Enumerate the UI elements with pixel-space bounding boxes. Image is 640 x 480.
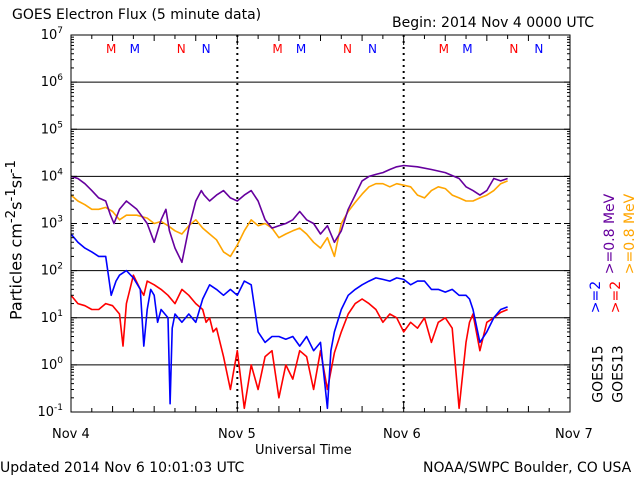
begin-time: Begin: 2014 Nov 4 0000 UTC bbox=[392, 15, 595, 31]
series-goes15-0-8-mev bbox=[70, 164, 508, 264]
y-tick-label: 10-1 bbox=[37, 403, 63, 420]
y-axis-label: Particles cm-2s-1sr-1 bbox=[4, 159, 26, 321]
marker-m: M bbox=[439, 42, 449, 56]
y-tick-label: 100 bbox=[41, 356, 64, 373]
legend-goes15: GOES15 bbox=[590, 345, 607, 403]
y-tick-label: 103 bbox=[41, 215, 63, 232]
y-tick-exponent: 3 bbox=[57, 215, 63, 225]
y-tick-exponent: 6 bbox=[57, 73, 63, 83]
marker-m: M bbox=[462, 42, 472, 56]
y-tick-exponent: 5 bbox=[57, 120, 63, 130]
marker-m: M bbox=[130, 42, 140, 56]
x-tick-nov7: Nov 7 bbox=[555, 427, 593, 442]
marker-m: M bbox=[272, 42, 282, 56]
y-tick-label: 107 bbox=[41, 26, 63, 43]
x-axis-label: Universal Time bbox=[255, 443, 352, 458]
y-tick-label: 105 bbox=[41, 120, 63, 137]
y-tick-exponent: 7 bbox=[57, 26, 63, 36]
marker-n: N bbox=[509, 42, 518, 56]
chart-title: GOES Electron Flux (5 minute data) bbox=[12, 7, 262, 23]
marker-n: N bbox=[368, 42, 377, 56]
series-goes13-0-8-mev bbox=[70, 180, 508, 258]
marker-n: N bbox=[177, 42, 186, 56]
x-tick-nov5: Nov 5 bbox=[218, 427, 256, 442]
y-tick-label: 104 bbox=[41, 167, 64, 184]
y-tick-exponent: 4 bbox=[57, 167, 63, 177]
legend-goes13: GOES13 bbox=[610, 345, 627, 403]
x-tick-nov6: Nov 6 bbox=[383, 427, 421, 442]
legend-goes15-ge2: >=2 bbox=[588, 280, 605, 314]
credit-line: NOAA/SWPC Boulder, CO USA bbox=[423, 460, 632, 476]
y-tick-exponent: -1 bbox=[54, 403, 63, 413]
x-tick-nov4: Nov 4 bbox=[52, 427, 90, 442]
series-goes13-2-mev bbox=[70, 274, 508, 410]
series-goes15-2-mev bbox=[70, 233, 508, 410]
marker-n: N bbox=[534, 42, 543, 56]
y-tick-label: 102 bbox=[41, 262, 63, 279]
marker-n: N bbox=[202, 42, 211, 56]
series-layer bbox=[70, 164, 508, 410]
marker-m: M bbox=[106, 42, 116, 56]
legend-goes13-ge2: >=2 bbox=[608, 280, 625, 314]
grid-layer bbox=[71, 35, 570, 412]
y-tick-exponent: 0 bbox=[57, 356, 63, 366]
marker-n: N bbox=[343, 42, 352, 56]
marker-m: M bbox=[296, 42, 306, 56]
y-tick-label: 101 bbox=[41, 309, 63, 326]
y-tick-exponent: 1 bbox=[57, 309, 63, 319]
legend-goes13-ge08: >=0.8 MeV bbox=[622, 193, 639, 275]
updated-timestamp: Updated 2014 Nov 6 10:01:03 UTC bbox=[0, 460, 245, 476]
y-tick-exponent: 2 bbox=[57, 262, 63, 272]
plot-frame bbox=[70, 34, 571, 413]
y-tick-label: 106 bbox=[41, 73, 64, 90]
legend-goes15-ge08: >=0.8 MeV bbox=[602, 193, 619, 275]
